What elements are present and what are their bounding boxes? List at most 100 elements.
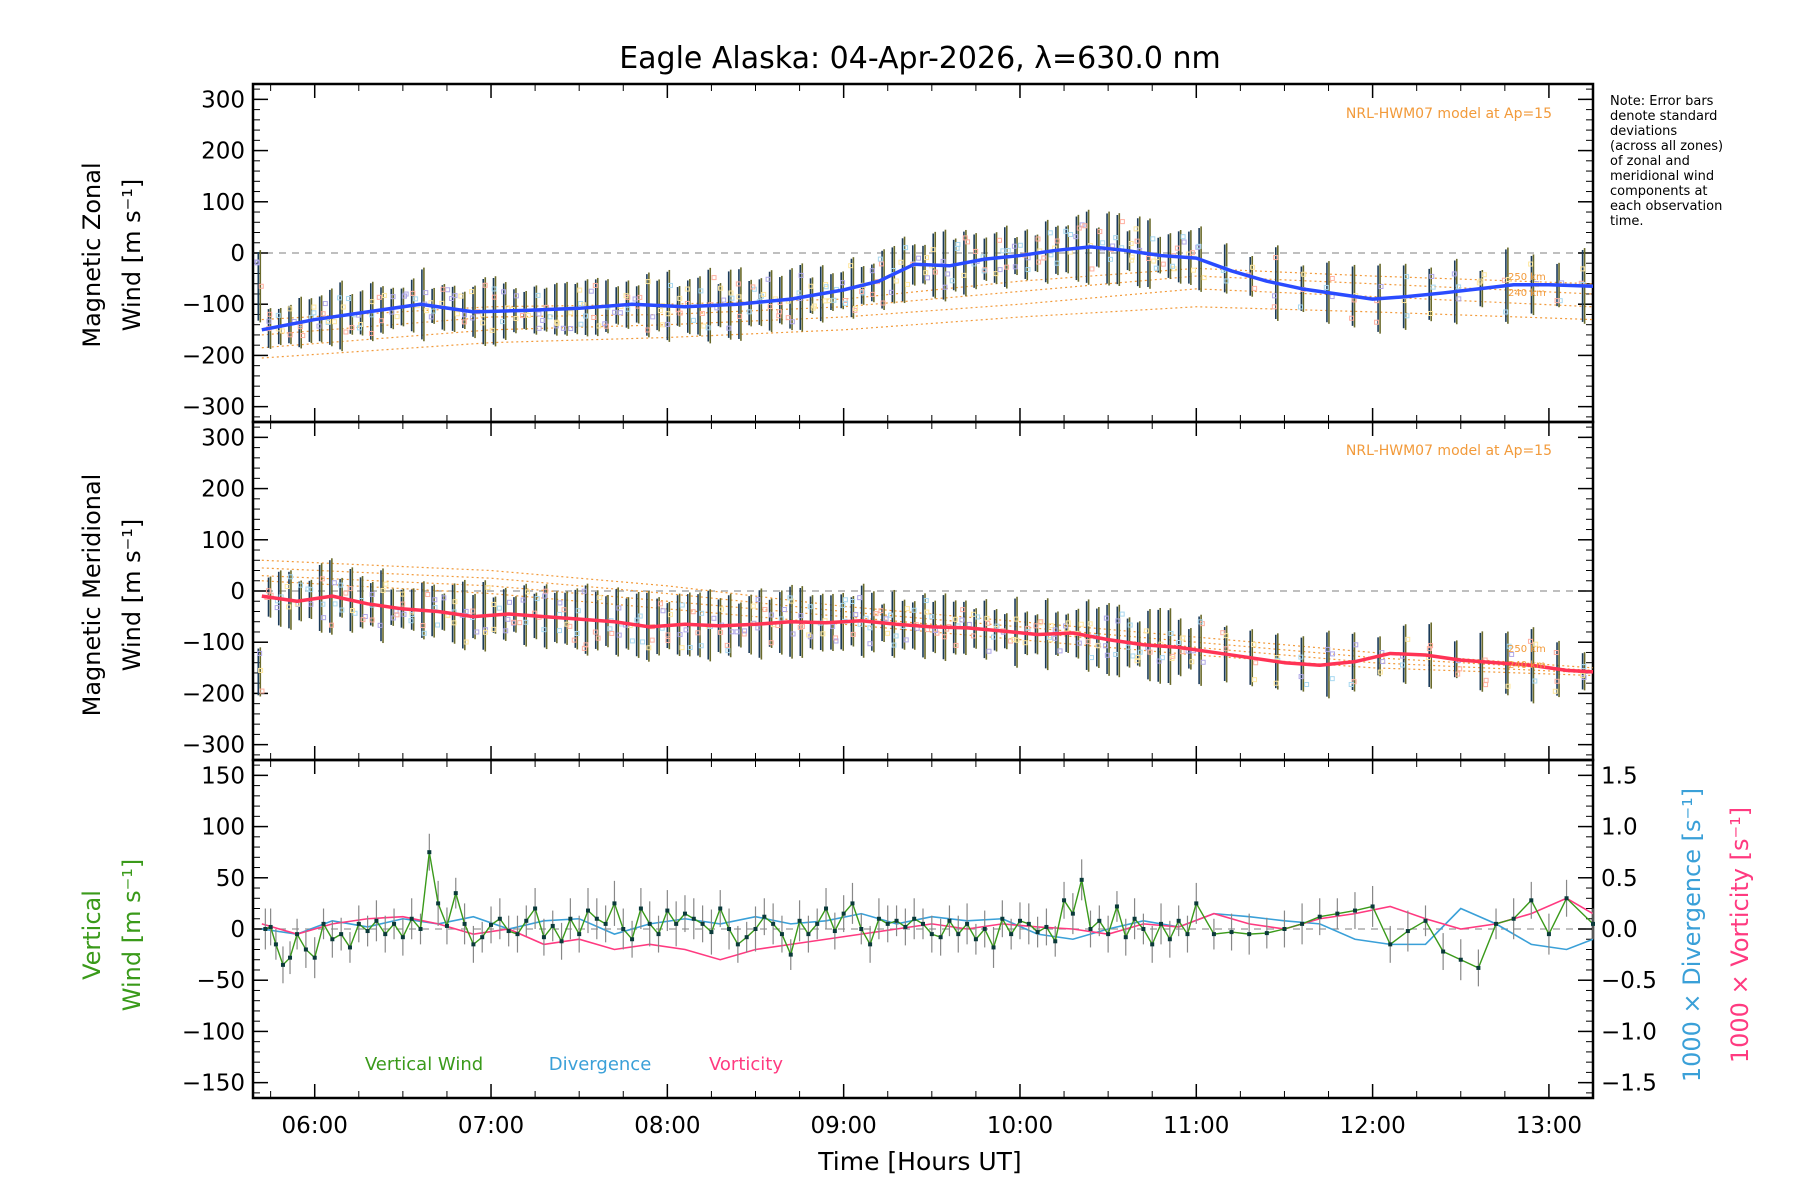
zone-sample-marker (390, 294, 396, 300)
vertical-wind-point (1194, 901, 1199, 906)
zone-sample-marker (1223, 633, 1229, 639)
zone-sample-marker (1426, 646, 1432, 652)
zonal-wind-panel: −300 −200 −100 0 100 200 300 (182, 82, 1595, 424)
zone-sample-marker (567, 623, 573, 629)
zone-sample-marker (924, 275, 930, 281)
vertical-wind-point (1388, 942, 1393, 947)
vertical-wind-point (273, 942, 278, 947)
zone-sample-marker (965, 239, 971, 245)
zone-sample-marker (853, 612, 859, 618)
x-tick-label: 07:00 (458, 1113, 524, 1139)
meridional-ylabel-line1: Magnetic Meridional (78, 474, 106, 717)
zone-sample-marker (369, 299, 375, 305)
zone-sample-marker (1012, 264, 1018, 270)
zone-sample-marker (695, 630, 701, 636)
vertical-wind-point (330, 937, 335, 942)
vertical-wind-point (480, 935, 485, 940)
zone-sample-marker (287, 332, 293, 338)
zone-sample-marker (1153, 265, 1159, 271)
vertical-wind-point (850, 901, 855, 906)
zone-sample-marker (848, 263, 854, 269)
zone-sample-marker (578, 321, 584, 327)
vertical-wind-point (288, 955, 293, 960)
zone-sample-marker (463, 639, 469, 645)
zone-sample-marker (378, 318, 384, 324)
vertical-wind-point (1370, 904, 1375, 909)
zone-sample-marker (842, 597, 848, 603)
zone-sample-marker (1041, 255, 1047, 261)
y-tick-label: 100 (201, 528, 245, 554)
zone-sample-marker (1005, 248, 1011, 254)
zone-sample-marker (1137, 649, 1143, 655)
zone-sample-marker (258, 667, 264, 673)
zone-sample-marker (1065, 620, 1071, 626)
vertical-wind-point (956, 932, 961, 937)
zone-sample-marker (360, 617, 366, 623)
zone-sample-marker (729, 295, 735, 301)
vertical-wind-point (1079, 877, 1084, 882)
zone-sample-marker (997, 237, 1003, 243)
zone-sample-marker (698, 643, 704, 649)
vertical-wind-point (1564, 896, 1569, 901)
zone-sample-marker (583, 642, 589, 648)
zone-sample-marker (1181, 239, 1187, 245)
zone-sample-marker (346, 296, 352, 302)
zone-sample-marker (485, 584, 491, 590)
zone-sample-marker (595, 635, 601, 641)
zone-sample-marker (491, 626, 497, 632)
zone-sample-marker (1274, 655, 1280, 661)
zone-sample-marker (1145, 255, 1151, 261)
vertical-wind-point (1141, 927, 1146, 931)
y2-tick-label: 0.5 (1601, 866, 1638, 892)
zone-sample-marker (1252, 677, 1258, 683)
zone-sample-marker (798, 613, 804, 619)
legend-divergence: Divergence (549, 1054, 652, 1075)
zone-sample-marker (1348, 681, 1354, 687)
zone-sample-marker (984, 615, 990, 621)
vertical-wind-point (1114, 904, 1119, 909)
zone-sample-marker (339, 607, 345, 613)
vertical-wind-point (1546, 932, 1551, 937)
zone-sample-marker (904, 606, 910, 612)
zone-sample-marker (705, 325, 711, 331)
zone-sample-marker (776, 313, 782, 319)
zone-sample-marker (540, 317, 546, 323)
zone-sample-marker (445, 287, 451, 293)
vertical-wind-point (1053, 939, 1058, 944)
zone-sample-marker (1037, 620, 1043, 626)
zone-sample-marker (1174, 245, 1180, 251)
vertical-wind-point (903, 924, 908, 929)
zone-sample-marker (742, 628, 748, 634)
vertical-wind-point (1476, 965, 1481, 970)
vertical-wind-point (603, 921, 608, 926)
zone-sample-marker (664, 321, 670, 327)
vertical-wind-point (1026, 921, 1031, 926)
vertical-wind-point (921, 921, 925, 926)
zone-sample-marker (511, 619, 517, 625)
vertical-wind-point (788, 952, 793, 957)
x-tick-label: 08:00 (634, 1113, 700, 1139)
zone-sample-marker (1036, 259, 1042, 265)
zone-sample-marker (1135, 654, 1141, 660)
vertical-wind-point (586, 908, 590, 913)
vertical-wind-point (489, 922, 494, 927)
zone-sample-marker (421, 630, 427, 636)
zone-sample-marker (718, 606, 724, 612)
zone-sample-marker (482, 282, 488, 288)
vertical-wind-point (638, 906, 643, 911)
zone-sample-marker (571, 637, 577, 643)
note-line: (across all zones) (1610, 139, 1724, 154)
zone-sample-marker (517, 620, 523, 626)
zone-sample-marker (403, 291, 409, 297)
y2-tick-label: 1.5 (1601, 763, 1638, 789)
vertical-wind-point (744, 935, 749, 940)
zone-sample-marker (1428, 643, 1434, 649)
vertical-wind-point (630, 937, 635, 942)
zone-sample-marker (888, 289, 894, 295)
zone-sample-marker (1405, 636, 1411, 642)
zone-sample-marker (1022, 640, 1028, 646)
zone-sample-marker (435, 622, 441, 628)
zone-sample-marker (284, 584, 290, 590)
vertical-wind-point (497, 916, 502, 921)
zone-sample-marker (699, 310, 705, 316)
